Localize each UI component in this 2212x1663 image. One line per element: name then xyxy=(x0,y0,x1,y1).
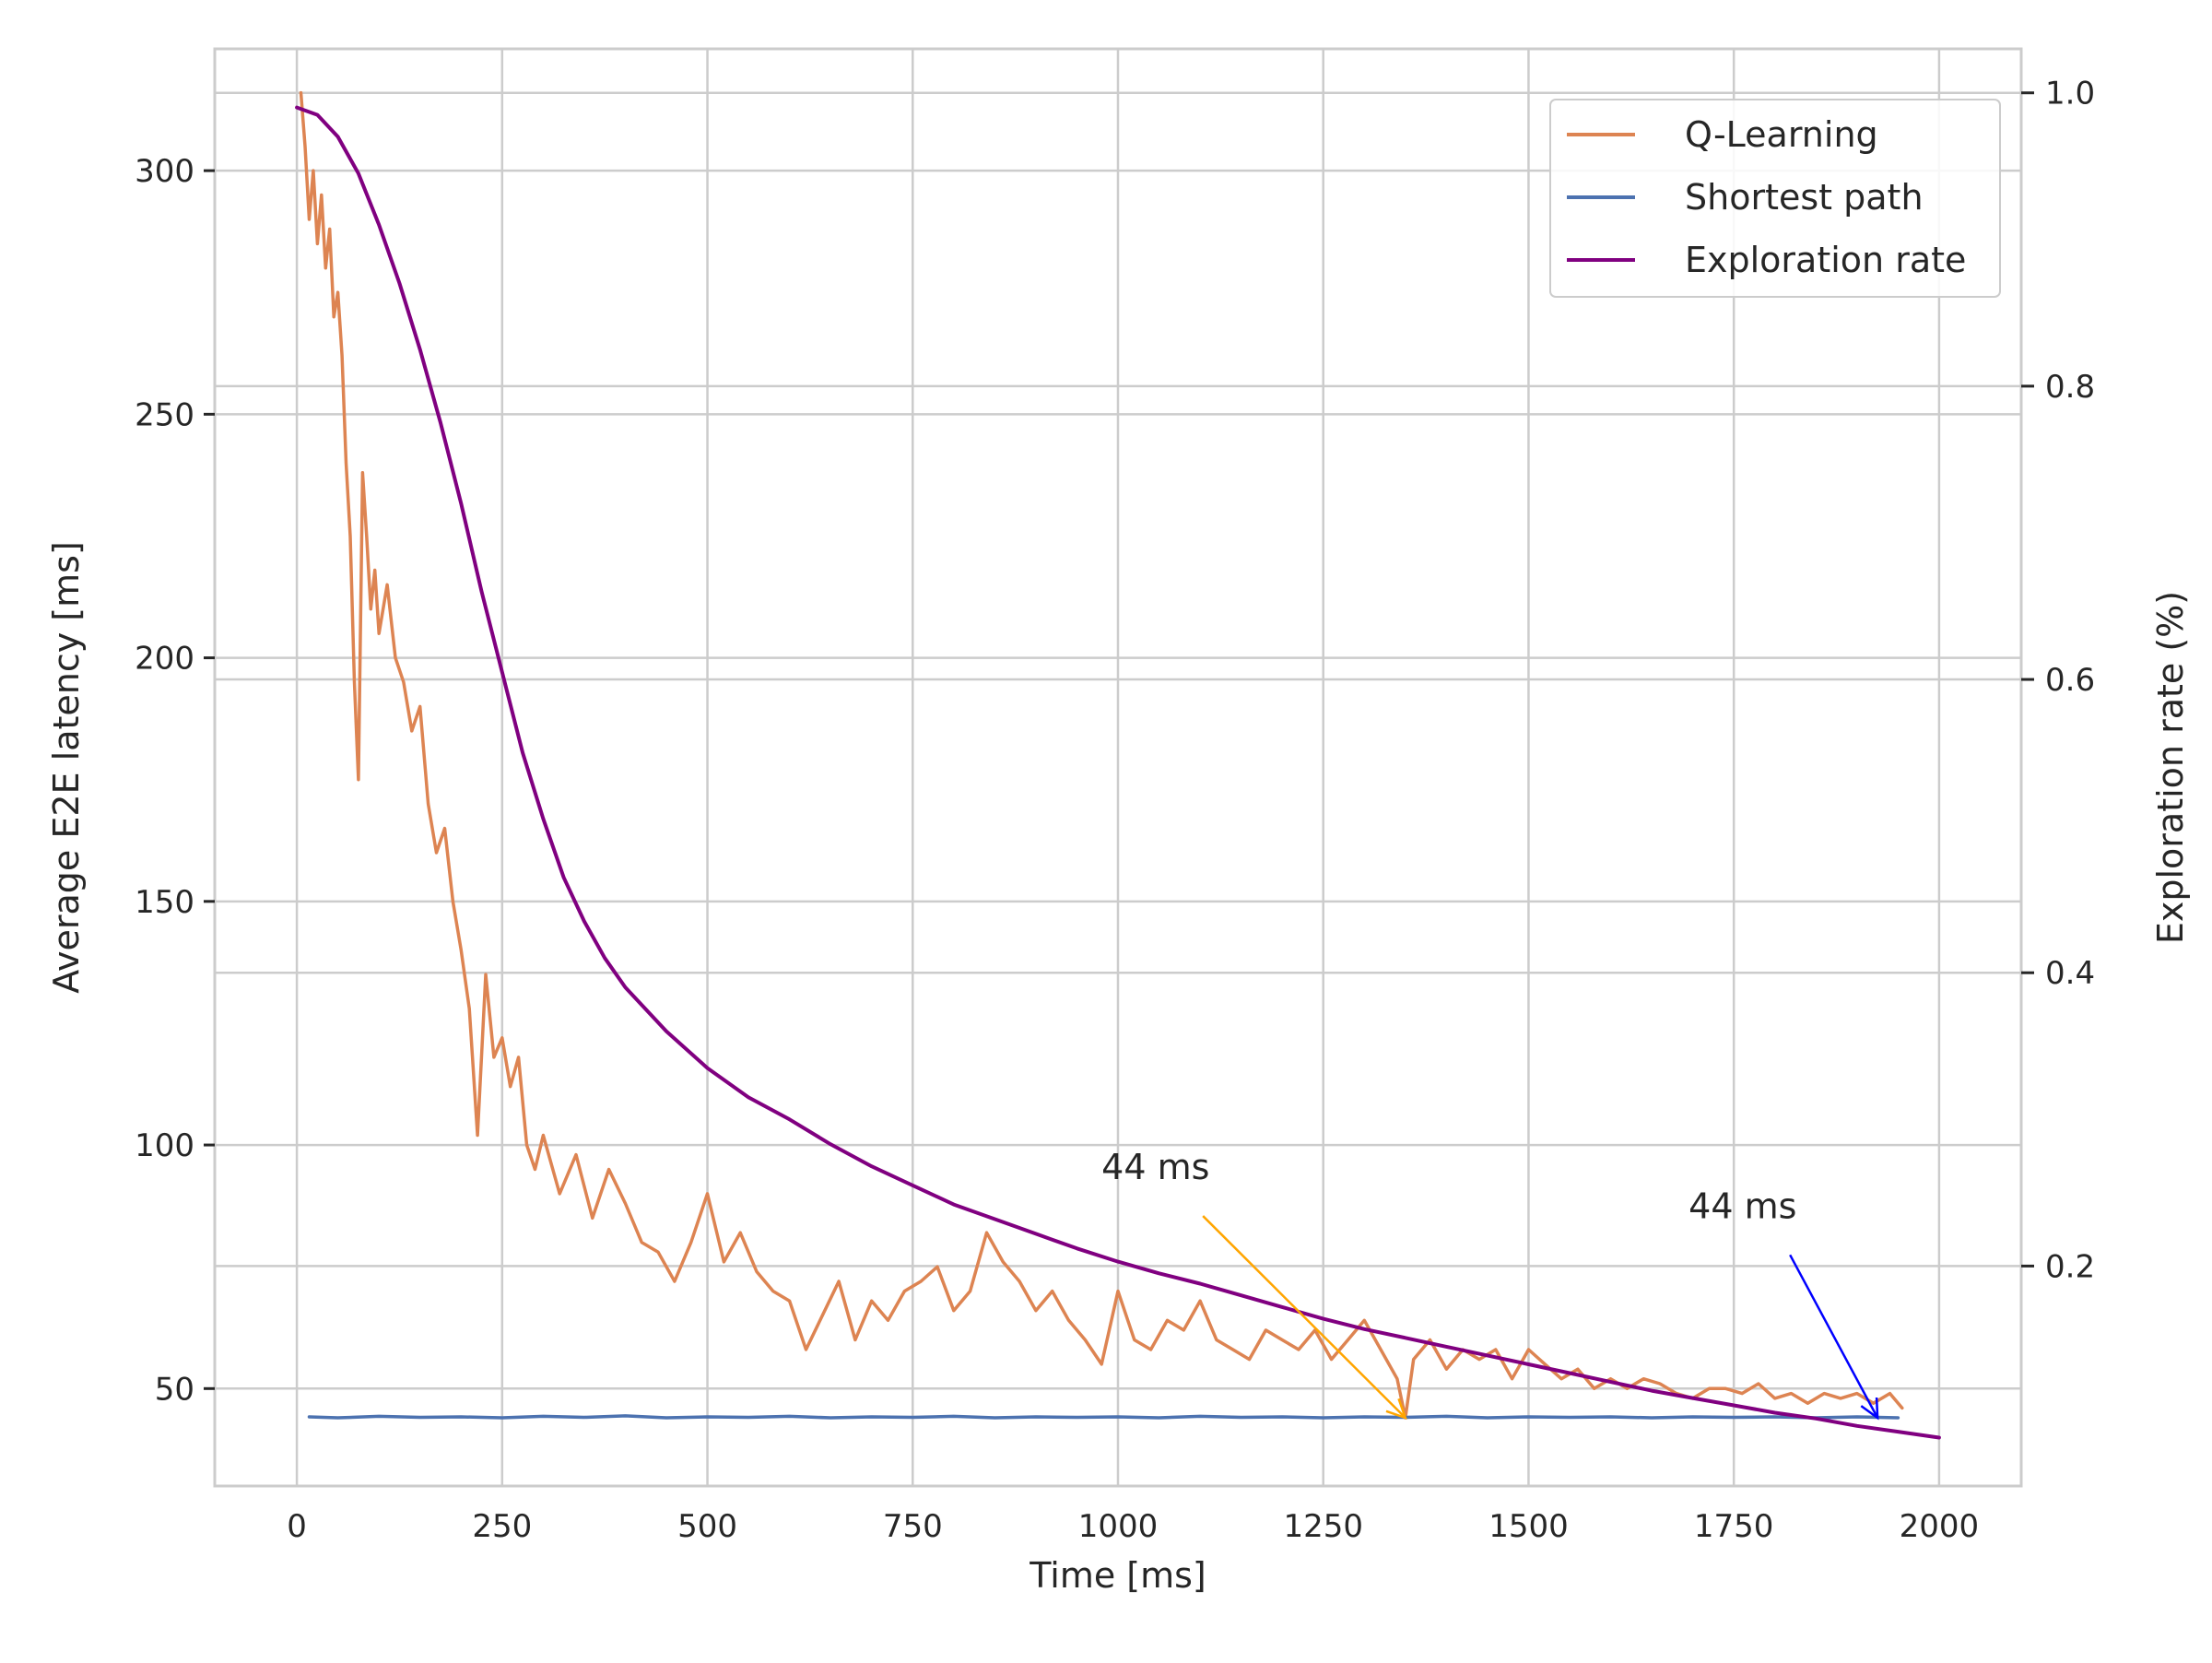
series-lines xyxy=(295,90,1941,1440)
legend-label-q-learning: Q-Learning xyxy=(1685,114,1878,155)
y-tick-label: 300 xyxy=(135,153,194,190)
y2-tick-label: 0.2 xyxy=(2045,1248,2095,1285)
y2-tick-label: 1.0 xyxy=(2045,76,2095,112)
annotation-label: 44 ms xyxy=(1101,1147,1209,1187)
series-line-exploration-rate xyxy=(295,105,1941,1440)
legend-label-shortest-path: Shortest path xyxy=(1685,177,1924,218)
annotation-arrowhead xyxy=(1385,1398,1407,1421)
x-tick-label: 2000 xyxy=(1900,1508,1980,1545)
y2-tick-label: 0.6 xyxy=(2045,662,2095,699)
legend: Q-Learning Shortest path Exploration rat… xyxy=(1549,99,2001,298)
x-tick-label: 1750 xyxy=(1694,1508,1774,1545)
y2-tick-label: 0.8 xyxy=(2045,369,2095,406)
y2-tick-label: 0.4 xyxy=(2045,955,2095,992)
x-tick-label: 250 xyxy=(472,1508,532,1545)
annotation-label: 44 ms xyxy=(1688,1185,1796,1226)
y-tick-label: 250 xyxy=(135,396,194,433)
axis-ticks: 0 250 500 750 1000 1250 1500 1750 2000 50 100 150 20… xyxy=(135,76,2095,1545)
annotation-arrow xyxy=(1202,1215,1406,1419)
series-line-shortest-path xyxy=(307,1414,1900,1420)
y-tick-label: 50 xyxy=(155,1371,194,1408)
annotations: 44 ms 44 ms xyxy=(1101,1147,1879,1421)
x-tick-label: 1000 xyxy=(1078,1508,1159,1545)
x-tick-label: 500 xyxy=(677,1508,737,1545)
annotation-arrowhead xyxy=(1860,1397,1879,1421)
y-tick-label: 100 xyxy=(135,1127,194,1164)
x-tick-label: 1250 xyxy=(1283,1508,1363,1545)
y2-axis-label: Exploration rate (%) xyxy=(2150,591,2191,944)
legend-box xyxy=(1549,99,2001,298)
plot-frame xyxy=(213,47,2023,1488)
legend-label-exploration-rate: Exploration rate xyxy=(1685,240,1966,280)
annotation-arrow xyxy=(1789,1254,1879,1419)
y-tick-label: 200 xyxy=(135,641,194,678)
x-tick-label: 1500 xyxy=(1488,1508,1569,1545)
x-tick-label: 750 xyxy=(883,1508,943,1545)
x-tick-label: 0 xyxy=(287,1508,307,1545)
y-axis-label: Average E2E latency [ms] xyxy=(46,541,87,994)
x-axis-label: Time [ms] xyxy=(1029,1555,1206,1596)
y-tick-label: 150 xyxy=(135,884,194,921)
